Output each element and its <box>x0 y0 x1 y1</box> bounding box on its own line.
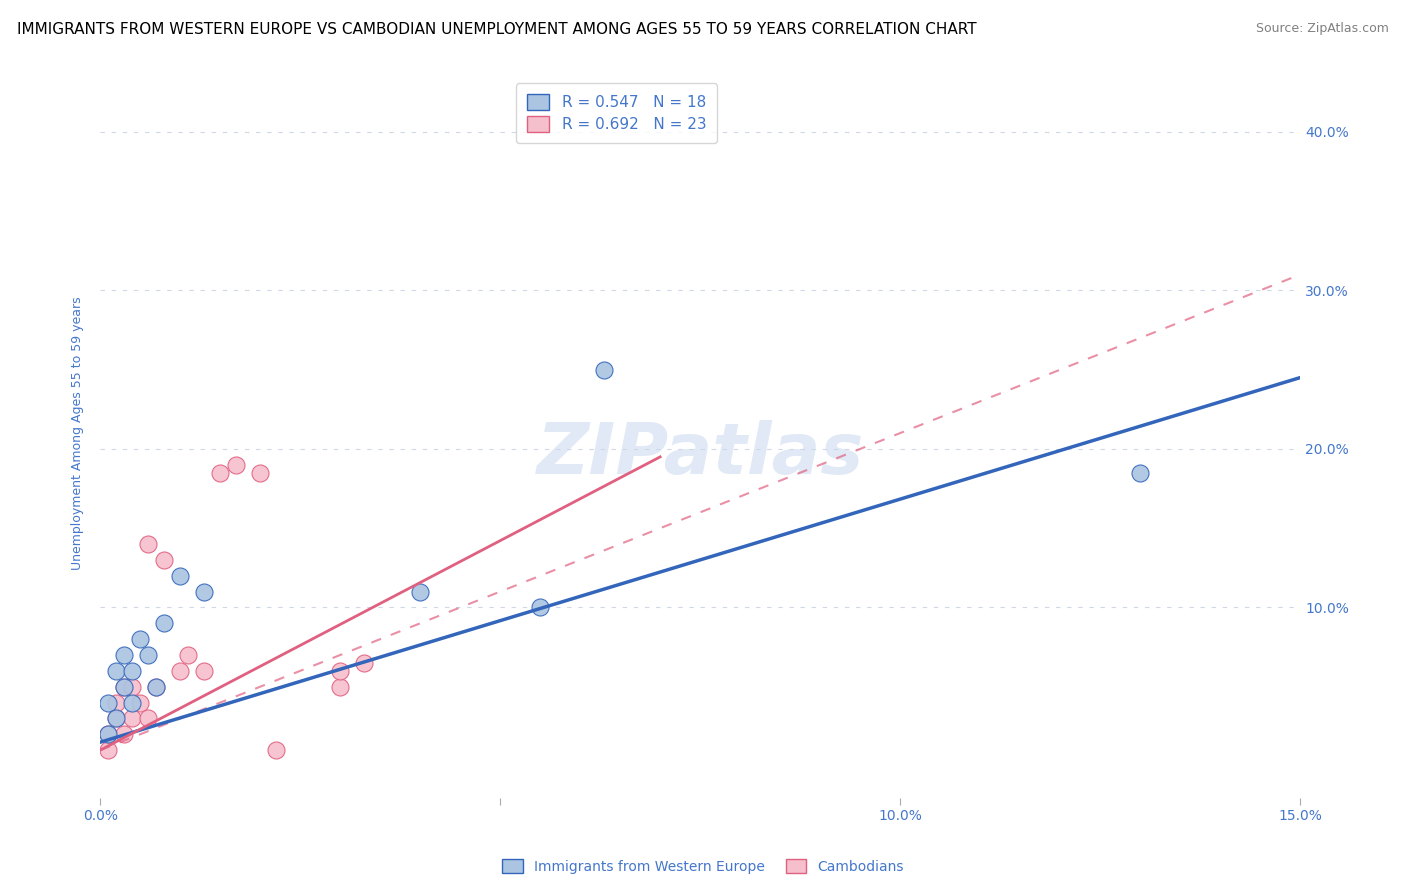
Point <box>121 696 143 710</box>
Point <box>121 711 143 725</box>
Text: IMMIGRANTS FROM WESTERN EUROPE VS CAMBODIAN UNEMPLOYMENT AMONG AGES 55 TO 59 YEA: IMMIGRANTS FROM WESTERN EUROPE VS CAMBOD… <box>17 22 977 37</box>
Point <box>121 664 143 678</box>
Point <box>105 711 128 725</box>
Point <box>129 632 152 647</box>
Point <box>264 743 287 757</box>
Point <box>153 616 176 631</box>
Point <box>593 362 616 376</box>
Point <box>329 680 352 694</box>
Point <box>136 537 159 551</box>
Legend: R = 0.547   N = 18, R = 0.692   N = 23: R = 0.547 N = 18, R = 0.692 N = 23 <box>516 84 717 143</box>
Point <box>105 664 128 678</box>
Point <box>97 727 120 741</box>
Point <box>209 466 232 480</box>
Point <box>105 696 128 710</box>
Point <box>193 664 215 678</box>
Point <box>225 458 247 472</box>
Point <box>329 664 352 678</box>
Point <box>136 711 159 725</box>
Point <box>193 584 215 599</box>
Point <box>529 600 551 615</box>
Point <box>145 680 167 694</box>
Point <box>112 648 135 662</box>
Text: ZIPatlas: ZIPatlas <box>537 420 863 490</box>
Point <box>112 680 135 694</box>
Point <box>105 711 128 725</box>
Point <box>169 568 191 582</box>
Legend: Immigrants from Western Europe, Cambodians: Immigrants from Western Europe, Cambodia… <box>495 852 911 880</box>
Point <box>97 727 120 741</box>
Point <box>353 656 375 670</box>
Y-axis label: Unemployment Among Ages 55 to 59 years: Unemployment Among Ages 55 to 59 years <box>72 296 84 570</box>
Point <box>169 664 191 678</box>
Point <box>145 680 167 694</box>
Point <box>409 584 432 599</box>
Point <box>1129 466 1152 480</box>
Point <box>249 466 271 480</box>
Point <box>177 648 200 662</box>
Point <box>129 696 152 710</box>
Point <box>97 696 120 710</box>
Point <box>112 727 135 741</box>
Point <box>112 680 135 694</box>
Text: Source: ZipAtlas.com: Source: ZipAtlas.com <box>1256 22 1389 36</box>
Point <box>97 743 120 757</box>
Point <box>136 648 159 662</box>
Point <box>153 553 176 567</box>
Point <box>121 680 143 694</box>
